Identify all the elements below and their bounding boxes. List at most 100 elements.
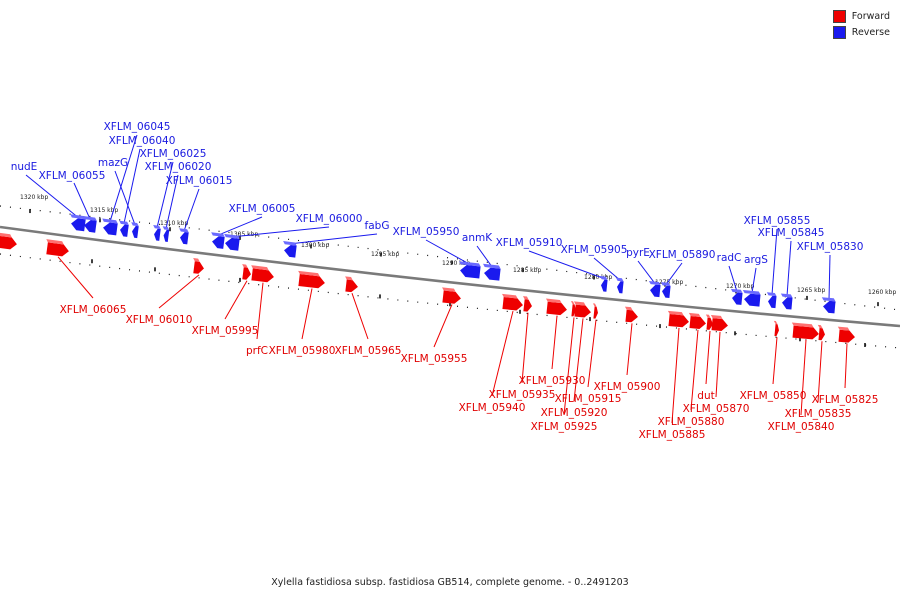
gene-label: XFLM_05910 <box>496 237 563 249</box>
scale-label: 1275 kbp <box>655 279 683 286</box>
gene-arrow-top <box>179 228 189 233</box>
leader-line <box>626 323 633 376</box>
leader-line <box>114 170 136 225</box>
gene-arrow-top <box>742 289 761 295</box>
gene-arrow-top <box>502 293 518 299</box>
scale-label: 1285 kbp <box>513 267 541 274</box>
gene-label: XFLM_05920 <box>541 407 608 419</box>
leader-line <box>665 262 683 285</box>
gene-arrow-body <box>154 228 161 241</box>
gene-arrow <box>345 276 358 293</box>
leader-line <box>844 343 848 389</box>
gene-label: XFLM_06000 <box>296 213 363 225</box>
gene-arrow <box>179 228 189 245</box>
scale-labels: 1320 kbp 1315 kbp 1310 kbp 1305 kbp 1300… <box>20 194 896 296</box>
gene-arrow-body <box>668 314 689 328</box>
gene-label: XFLM_05825 <box>812 394 879 406</box>
gene-arrow <box>667 310 689 328</box>
gene-arrow-top <box>70 214 86 220</box>
gene-label: fabG <box>365 220 390 232</box>
gene-label: XFLM_05915 <box>555 393 622 405</box>
gene-label: XFLM_05980 <box>269 345 336 357</box>
map-caption: Xylella fastidiosa subsp. fastidiosa GB5… <box>271 577 629 588</box>
gene-label: XFLM_05940 <box>459 402 526 414</box>
gene-arrow-body <box>132 225 139 239</box>
gene-label: XFLM_05880 <box>658 416 725 428</box>
legend-label: Forward <box>851 10 890 22</box>
gene-arrow-top <box>298 270 320 277</box>
gene-arrow-body <box>838 329 855 343</box>
gene-arrow <box>46 239 69 257</box>
leader-line <box>521 312 529 384</box>
leader-line <box>573 318 584 402</box>
gene-label: dut <box>697 390 714 402</box>
gene-label: radC <box>717 252 742 264</box>
gene-arrow-body <box>706 317 713 330</box>
leader-line <box>158 274 200 309</box>
scale-label: 1260 kbp <box>868 289 896 296</box>
gene-arrow-body <box>625 309 638 323</box>
gene-arrow-top <box>459 261 481 267</box>
gene-arrow-body <box>792 325 819 340</box>
gene-arrow-body <box>571 304 576 317</box>
gene-arrow-top <box>730 288 743 293</box>
gene-arrow-top <box>193 258 200 262</box>
gene-arrow <box>193 258 204 274</box>
gene-arrow <box>688 312 706 329</box>
gene-label: XFLM_06040 <box>109 135 176 147</box>
gene-arrow <box>131 222 139 239</box>
leader-line <box>217 216 263 236</box>
leader-line <box>109 134 138 222</box>
gene-arrow-body <box>71 218 86 232</box>
scale-label: 1300 kbp <box>301 242 329 249</box>
leader-line <box>637 260 656 284</box>
leader-line <box>715 331 721 398</box>
gene-arrow <box>615 277 624 294</box>
gene-arrow-top <box>251 265 269 271</box>
leader-line <box>786 240 792 297</box>
scale-label: 1320 kbp <box>20 194 48 201</box>
gene-arrow <box>211 232 225 249</box>
gene-arrow <box>660 282 671 299</box>
gene-arrow-body <box>460 265 481 279</box>
gene-label: XFLM_06045 <box>104 121 171 133</box>
leader-line <box>772 337 778 385</box>
gene-arrow-body <box>593 306 598 319</box>
leader-line <box>771 228 778 295</box>
legend-item-reverse: Reverse <box>832 24 890 40</box>
gene-label: anmK <box>462 232 493 244</box>
gene-arrow-top <box>46 239 64 245</box>
gene-label: pyrE <box>626 247 650 259</box>
gene-arrow-top <box>345 276 353 281</box>
leader-line <box>25 174 79 218</box>
gene-label: XFLM_06065 <box>60 304 127 316</box>
leader-line <box>57 256 94 299</box>
gene-label: XFLM_05995 <box>192 325 259 337</box>
leader-line <box>817 341 823 403</box>
leader-line <box>301 288 313 340</box>
leader-line <box>800 339 807 416</box>
gene-arrow-body <box>650 284 661 298</box>
gene-arrow <box>705 314 713 330</box>
gene-arrow-top <box>153 225 161 230</box>
gene-arrow-top <box>817 324 823 329</box>
leader-line <box>289 233 378 245</box>
gene-label: XFLM_05835 <box>785 408 852 420</box>
gene-label: XFLM_06015 <box>166 175 233 187</box>
leader-line <box>183 188 200 232</box>
gene-arrow-body <box>46 242 69 257</box>
gene-arrow-top <box>242 264 248 268</box>
leader-line <box>587 319 597 388</box>
gene-arrow-body <box>484 267 501 281</box>
gene-arrow-body <box>120 224 129 237</box>
gene-arrow <box>502 293 523 311</box>
gene-label: XFLM_05890 <box>649 249 716 261</box>
gene-arrow-body <box>180 232 189 245</box>
gene-arrow-top <box>570 301 575 305</box>
gene-label: XFLM_05840 <box>768 421 835 433</box>
leader-line <box>425 239 471 265</box>
gene-arrow-body <box>345 279 358 293</box>
gene-arrow-top <box>162 226 170 231</box>
scale-label: 1270 kbp <box>726 283 754 290</box>
